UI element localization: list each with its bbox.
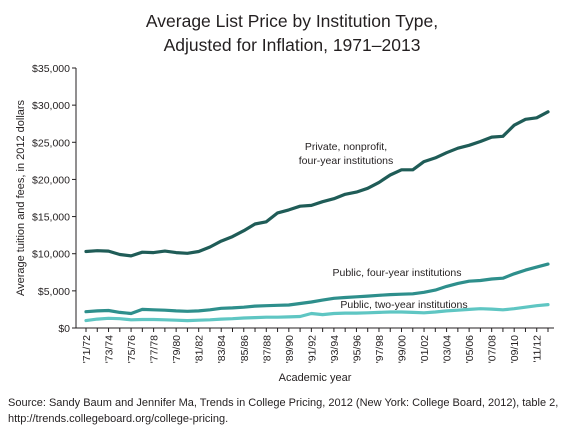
- y-tick-label: $30,000: [32, 100, 70, 112]
- chart-title-line-1: Average List Price by Institution Type,: [146, 11, 438, 31]
- x-tick-label: '77/78: [149, 335, 161, 363]
- series-label-public-four-year: Public, four-year institutions: [333, 267, 462, 279]
- y-tick-label: $20,000: [32, 174, 70, 186]
- x-tick-label: '11/12: [532, 335, 544, 363]
- series-line-private-nonprofit-four-year-institutions: [84, 110, 550, 258]
- x-tick-label: '91/92: [306, 335, 318, 363]
- x-tick-label: '87/88: [261, 335, 273, 363]
- series-line-public-four-year-institutions: [84, 262, 550, 316]
- x-axis-label: Academic year: [279, 372, 352, 384]
- x-tick-label: '09/10: [509, 335, 521, 363]
- series-label-public-two-year: Public, two-year institutions: [340, 299, 467, 311]
- y-tick-label: $5,000: [38, 286, 70, 298]
- x-tick-label: '75/76: [126, 335, 138, 363]
- x-tick-label: '01/02: [419, 335, 431, 363]
- x-tick-label: '05/06: [464, 335, 476, 363]
- series-line-public-two-year-institutions: [84, 303, 550, 323]
- x-tick-label: '95/96: [351, 335, 363, 363]
- x-axis: '71/72 '73/74 '75/76 '77/78 '79/80 '81/82 '83/…: [81, 328, 549, 363]
- y-tick-label: $10,000: [32, 249, 70, 261]
- chart-title-line-2: Adjusted for Inflation, 1971–2013: [164, 35, 421, 55]
- x-tick-label: '81/82: [194, 335, 206, 363]
- x-tick-label: '89/90: [284, 335, 296, 363]
- x-tick-label: '07/08: [487, 335, 499, 363]
- x-tick-label: '83/84: [216, 335, 228, 363]
- y-tick-label: $35,000: [32, 63, 70, 75]
- y-tick-label: $25,000: [32, 137, 70, 149]
- x-tick-label: '79/80: [171, 335, 183, 363]
- y-axis: $0 $5,000 $10,000 $15,000 $20,000 $25,000 $30,…: [32, 63, 76, 335]
- y-tick-label: $0: [58, 323, 70, 335]
- y-tick-label: $15,000: [32, 212, 70, 224]
- x-tick-label: '97/98: [374, 335, 386, 363]
- x-tick-label: '03/04: [442, 335, 454, 363]
- x-tick-label: '99/00: [397, 335, 409, 363]
- x-tick-label: '73/74: [104, 335, 116, 363]
- series-label-private-line-1: Private, nonprofit,: [305, 141, 387, 153]
- y-axis-label: Average tuition and fees, in 2012 dollar…: [15, 99, 27, 296]
- x-tick-label: '71/72: [81, 335, 93, 363]
- chart: Average List Price by Institution Type, …: [15, 11, 554, 384]
- series-label-private-line-2: four-year institutions: [299, 155, 394, 167]
- x-tick-label: '93/94: [329, 335, 341, 363]
- x-tick-label: '85/86: [239, 335, 251, 363]
- source-note: Source: Sandy Baum and Jennifer Ma, Tren…: [8, 397, 559, 425]
- series-lines: [84, 110, 550, 323]
